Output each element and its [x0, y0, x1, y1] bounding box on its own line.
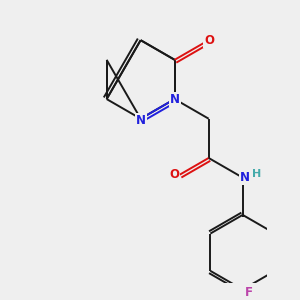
- Text: N: N: [239, 171, 250, 184]
- Text: O: O: [169, 168, 179, 181]
- Text: N: N: [170, 93, 180, 106]
- Text: O: O: [204, 34, 214, 47]
- Text: N: N: [136, 114, 146, 127]
- Text: F: F: [245, 286, 253, 299]
- Text: H: H: [252, 169, 261, 179]
